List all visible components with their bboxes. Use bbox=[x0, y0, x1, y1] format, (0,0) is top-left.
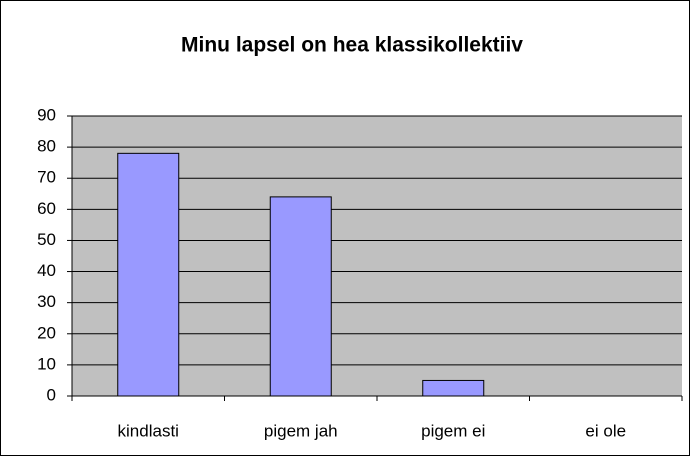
y-tick-label: 60 bbox=[37, 199, 56, 218]
chart-title: Minu lapsel on hea klassikollektiiv bbox=[181, 34, 523, 57]
y-tick-label: 30 bbox=[37, 292, 56, 311]
bar bbox=[422, 379, 485, 397]
y-tick-label: 0 bbox=[47, 385, 56, 404]
y-tick-label: 40 bbox=[37, 261, 56, 280]
x-tick-label: ei ole bbox=[585, 421, 626, 440]
bar bbox=[269, 196, 332, 397]
y-tick-label: 50 bbox=[37, 230, 56, 249]
y-tick-label: 20 bbox=[37, 323, 56, 342]
x-tick-label: pigem ei bbox=[421, 421, 485, 440]
x-tick-label: pigem jah bbox=[264, 421, 338, 440]
y-tick-label: 80 bbox=[37, 137, 56, 156]
x-tick-label: kindlasti bbox=[118, 421, 179, 440]
y-tick-label: 90 bbox=[37, 105, 56, 124]
y-tick-label: 10 bbox=[37, 354, 56, 373]
bar bbox=[117, 152, 180, 397]
y-tick-label: 70 bbox=[37, 168, 56, 187]
